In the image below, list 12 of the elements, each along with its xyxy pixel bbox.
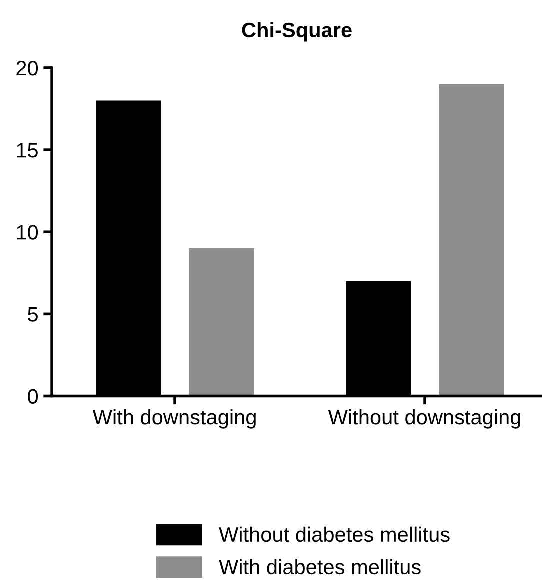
y-tick-label: 0: [28, 389, 38, 404]
chart-title: Chi-Square: [242, 22, 352, 42]
y-tick-label: 20: [16, 60, 38, 76]
y-tick-label: 5: [28, 307, 38, 322]
y-tick-label: 15: [17, 143, 38, 158]
bar: [439, 84, 504, 396]
legend-label: With diabetes mellitus: [219, 559, 421, 575]
x-tick-label: With downstaging: [92, 409, 256, 429]
bar: [189, 248, 254, 396]
x-tick-label: Without downstaging: [328, 409, 520, 429]
legend-label: Without diabetes mellitus: [219, 526, 450, 542]
y-tick-label: 10: [17, 225, 38, 240]
